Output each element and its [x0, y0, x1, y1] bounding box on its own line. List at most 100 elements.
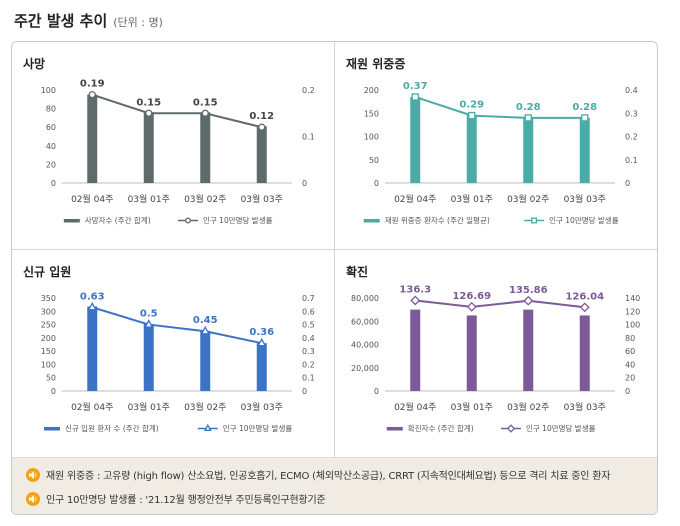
y-left-tick-label: 150 [41, 347, 56, 356]
data-label: 135.86 [509, 285, 548, 296]
y-left-tick-label: 50 [369, 156, 379, 165]
legend-bar-swatch [63, 219, 80, 223]
x-tick-label: 03월 01주 [451, 193, 493, 205]
point-marker [411, 93, 419, 101]
bar [143, 324, 154, 391]
y-left-tick-label: 0 [374, 179, 379, 188]
x-tick-label: 03월 03주 [241, 401, 283, 413]
y-right-tick-label: 0.4 [302, 334, 315, 343]
bar [579, 315, 590, 391]
y-left-tick-label: 20,000 [351, 364, 379, 373]
x-tick-label: 03월 01주 [128, 401, 170, 413]
legend-line-label: 인구 10만명당 발생률 [223, 423, 293, 433]
rate-line [91, 93, 262, 129]
y-right-tick-label: 0.4 [625, 86, 638, 95]
data-label: 0.5 [140, 309, 158, 320]
speaker-icon [26, 491, 40, 506]
y-right-tick-label: 0 [302, 179, 307, 188]
point-marker [144, 319, 154, 328]
legend: 신규 입원 환자 수 (주간 합계) 인구 10만명당 발생률 [44, 423, 292, 433]
point-marker [468, 111, 476, 120]
y-right-tick-label: 60 [625, 347, 635, 356]
point-marker [200, 325, 210, 335]
y-right-tick-label: 120 [625, 307, 640, 316]
data-label: 0.15 [193, 97, 218, 108]
point-marker [201, 109, 209, 117]
y-left-tick-label: 0 [51, 387, 56, 396]
point-marker [145, 109, 153, 117]
y-right-tick-label: 0.2 [625, 133, 638, 142]
point-marker [506, 424, 516, 433]
rate-line [91, 306, 262, 345]
point-marker [257, 337, 267, 347]
page-title: 주간 발생 추이 [14, 12, 108, 30]
data-label: 0.63 [80, 291, 105, 302]
x-tick-label: 03월 03주 [564, 193, 606, 205]
bar [87, 94, 98, 183]
x-tick-label: 03월 02주 [184, 193, 226, 205]
chart-title: 사망 [23, 56, 45, 71]
point-marker [524, 114, 532, 122]
y-right-tick-label: 80 [625, 334, 635, 343]
data-label: 0.19 [80, 79, 105, 90]
y-right-tick-label: 0.1 [302, 133, 315, 142]
y-left-tick-label: 350 [41, 294, 56, 303]
legend-bar-label: 신규 입원 환자 수 (주간 합계) [65, 423, 159, 433]
rate-line [414, 96, 585, 119]
speaker-icon [26, 467, 40, 482]
chart-deaths: 사망 0 20 40 60 80 100 0 0.1 0.2 0.19 0.15 0.15 0.12 02월… [23, 56, 315, 225]
y-left-tick-label: 200 [41, 334, 56, 343]
rate-line [415, 299, 585, 309]
bar [410, 96, 421, 183]
chart-confirmed-cases: 확진 0 20,000 40,000 60,000 80,000 0 20 40 60 80 100 1… [346, 264, 640, 433]
point-marker [531, 217, 538, 224]
data-label: 0.36 [249, 327, 274, 338]
y-right-tick-label: 0 [302, 387, 307, 396]
y-left-tick-label: 0 [374, 387, 379, 396]
point-marker [579, 302, 590, 313]
data-label: 0.28 [572, 102, 597, 113]
y-right-tick-label: 0.3 [625, 109, 638, 118]
data-label: 0.29 [459, 100, 484, 111]
legend-bar-swatch [44, 427, 60, 431]
y-left-tick-label: 150 [364, 109, 379, 118]
point-marker [185, 217, 191, 224]
bar [200, 112, 211, 183]
point-marker [581, 114, 589, 122]
footnote-text: 재원 위중증 : 고유량 (high flow) 산소요법, 인공호흡기, EC… [46, 471, 611, 482]
bar [523, 117, 534, 183]
bar [466, 315, 477, 391]
x-tick-label: 03월 01주 [128, 193, 170, 205]
x-tick-label: 02월 04주 [71, 193, 113, 205]
y-left-tick-label: 40 [46, 142, 56, 151]
chart-new-admissions: 신규 입원 0 50 100 150 200 250 300 350 0 0.1 0.2 0.3 0.4 0… [23, 264, 315, 433]
data-label: 0.12 [249, 111, 274, 122]
data-label: 0.45 [193, 315, 218, 326]
y-left-tick-label: 50 [46, 374, 56, 383]
x-tick-label: 02월 04주 [394, 193, 436, 205]
y-left-tick-label: 250 [41, 321, 56, 330]
chart-title: 확진 [346, 264, 368, 279]
y-right-tick-label: 20 [625, 374, 635, 383]
x-tick-label: 03월 03주 [564, 401, 606, 413]
legend-bar-swatch [363, 219, 380, 223]
data-label: 136.3 [399, 284, 431, 295]
bar [523, 309, 534, 391]
page-header: 주간 발생 추이 (단위 : 명) [14, 10, 163, 32]
point-marker [466, 301, 477, 312]
point-marker [88, 91, 96, 99]
x-tick-label: 02월 04주 [71, 401, 113, 413]
unit-label: (단위 : 명) [113, 16, 163, 29]
point-marker [203, 423, 212, 431]
legend-line-label: 인구 10만명당 발생률 [549, 215, 619, 225]
point-marker [523, 295, 534, 306]
legend: 확진자수 (주간 합계) 인구 10만명당 발생률 [386, 423, 596, 433]
y-right-tick-label: 0.2 [302, 360, 315, 369]
y-left-tick-label: 80 [46, 105, 56, 114]
y-left-tick-label: 300 [41, 307, 56, 316]
point-marker [87, 301, 97, 311]
chart-critical-inpatients: 재원 위중증 0 50 100 150 200 0 0.1 0.2 0.3 0.4 0.37 0.29 0… [346, 57, 638, 225]
footnote-text: 인구 10만명당 발생률 : '21.12월 행정안전부 주민등록인구현황기준 [46, 495, 326, 506]
data-label: 126.69 [452, 291, 491, 302]
bar [579, 117, 590, 183]
